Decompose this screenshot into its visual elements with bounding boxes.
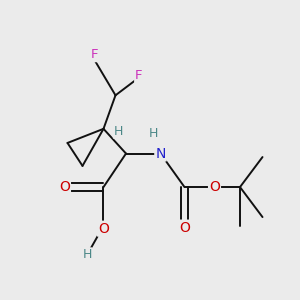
Text: N: N (155, 146, 166, 161)
Text: H: H (114, 125, 123, 138)
Text: O: O (59, 180, 70, 194)
Text: O: O (98, 222, 109, 236)
Text: O: O (209, 180, 220, 194)
Text: F: F (135, 69, 143, 82)
Text: H: H (82, 248, 92, 261)
Text: H: H (149, 127, 159, 140)
Text: O: O (179, 220, 190, 235)
Text: F: F (91, 48, 98, 61)
